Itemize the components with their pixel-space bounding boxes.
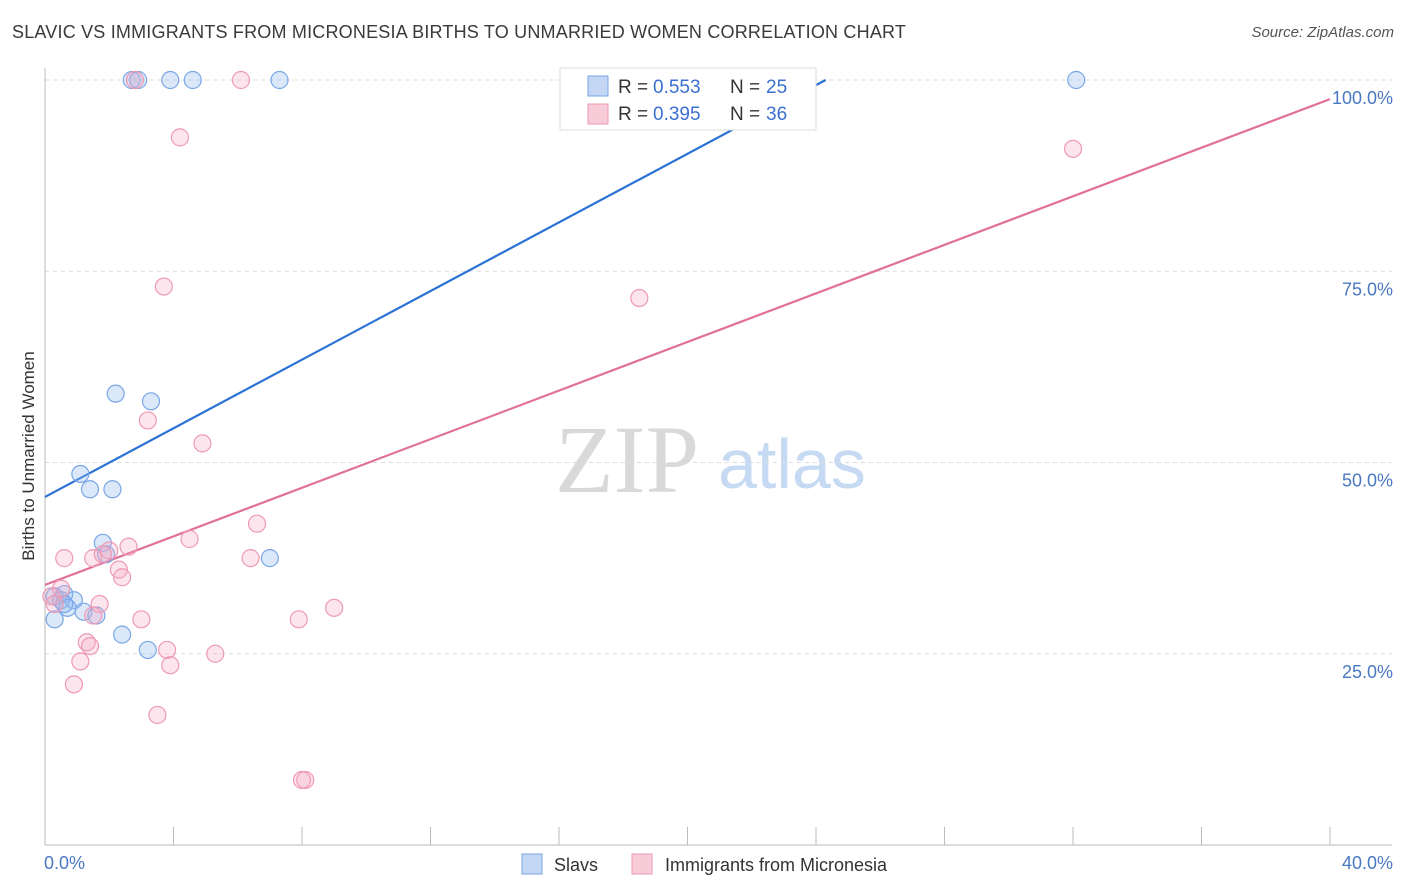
watermark-atlas: atlas: [718, 425, 866, 503]
point-slavs: [270, 70, 289, 90]
point-micronesia: [51, 579, 71, 598]
point-micronesia: [193, 434, 212, 453]
point-micronesia: [206, 644, 225, 663]
point-micronesia: [289, 610, 308, 629]
trend-line-slavs: [44, 79, 827, 498]
point-micronesia: [292, 770, 312, 790]
point-slavs: [71, 464, 90, 484]
source-label: Source: ZipAtlas.com: [1251, 24, 1394, 41]
bottom-legend-label-slavs: Slavs: [554, 855, 598, 875]
legend-r-value-slavs: 0.553: [653, 77, 701, 98]
y-tick-label: 50.0%: [1342, 471, 1393, 491]
point-micronesia: [112, 568, 132, 587]
point-micronesia: [132, 610, 151, 629]
point-micronesia: [55, 549, 74, 568]
point-slavs: [112, 625, 132, 644]
legend-r-value-micronesia: 0.395: [653, 104, 701, 125]
point-slavs: [103, 480, 122, 499]
bottom-legend-swatch-micronesia: [631, 853, 653, 875]
chart-title: SLAVIC VS IMMIGRANTS FROM MICRONESIA BIR…: [12, 22, 907, 42]
data-points: [42, 70, 1086, 790]
point-micronesia: [90, 594, 109, 614]
point-micronesia: [247, 514, 267, 533]
point-micronesia: [154, 277, 173, 296]
point-micronesia: [161, 656, 180, 675]
x-tick-label: 40.0%: [1342, 853, 1393, 873]
point-micronesia: [231, 70, 251, 90]
point-slavs: [260, 549, 279, 568]
bottom-legend: Slavs Immigrants from Micronesia: [521, 853, 888, 875]
legend-swatch-slavs: [587, 75, 609, 97]
point-slavs: [183, 70, 202, 90]
point-slavs: [141, 392, 161, 411]
legend-r-label-slavs: R =: [618, 77, 648, 98]
legend-r-label-micronesia: R =: [618, 104, 648, 125]
legend-n-value-micronesia: 36: [766, 104, 787, 125]
point-micronesia: [125, 70, 145, 90]
point-slavs: [80, 480, 100, 499]
point-micronesia: [630, 288, 649, 308]
point-slavs: [106, 384, 125, 403]
legend-n-label-slavs: N =: [730, 77, 760, 98]
axes: [44, 68, 1392, 846]
y-tick-label: 75.0%: [1342, 279, 1393, 299]
point-micronesia: [138, 411, 157, 430]
point-micronesia: [241, 549, 260, 568]
x-tick-label: 0.0%: [44, 853, 85, 873]
point-slavs: [138, 640, 157, 660]
point-micronesia: [80, 636, 100, 656]
point-micronesia: [45, 594, 64, 614]
y-tick-label: 100.0%: [1332, 88, 1393, 108]
grid: [45, 79, 1392, 655]
point-micronesia: [170, 128, 190, 147]
point-micronesia: [325, 598, 344, 617]
legend-n-label-micronesia: N =: [730, 104, 760, 125]
bottom-legend-swatch-slavs: [521, 853, 543, 875]
point-micronesia: [93, 545, 112, 564]
trend-line-micronesia: [44, 98, 1331, 586]
point-micronesia: [119, 537, 138, 556]
point-micronesia: [148, 705, 167, 725]
trend-lines: [44, 79, 1331, 586]
y-axis-label: Births to Unmarried Women: [19, 351, 38, 560]
point-micronesia: [71, 652, 90, 671]
point-slavs: [1067, 70, 1086, 90]
point-micronesia: [180, 529, 199, 549]
point-slavs: [161, 70, 180, 90]
tick-labels: 25.0% 50.0% 75.0% 100.0% 0.0% 40.0%: [44, 88, 1393, 873]
y-tick-label: 25.0%: [1342, 662, 1393, 682]
point-micronesia: [64, 675, 84, 694]
point-micronesia: [84, 606, 103, 625]
point-micronesia: [157, 640, 177, 660]
point-micronesia: [1063, 139, 1083, 158]
bottom-legend-label-micronesia: Immigrants from Micronesia: [665, 855, 888, 875]
watermark-zip: ZIP: [555, 406, 699, 513]
legend-n-value-slavs: 25: [766, 77, 787, 98]
point-micronesia: [84, 549, 103, 568]
legend-swatch-micronesia: [587, 103, 609, 125]
legend: R = 0.553 N = 25 R = 0.395 N = 36: [559, 67, 817, 131]
point-slavs: [45, 610, 64, 629]
